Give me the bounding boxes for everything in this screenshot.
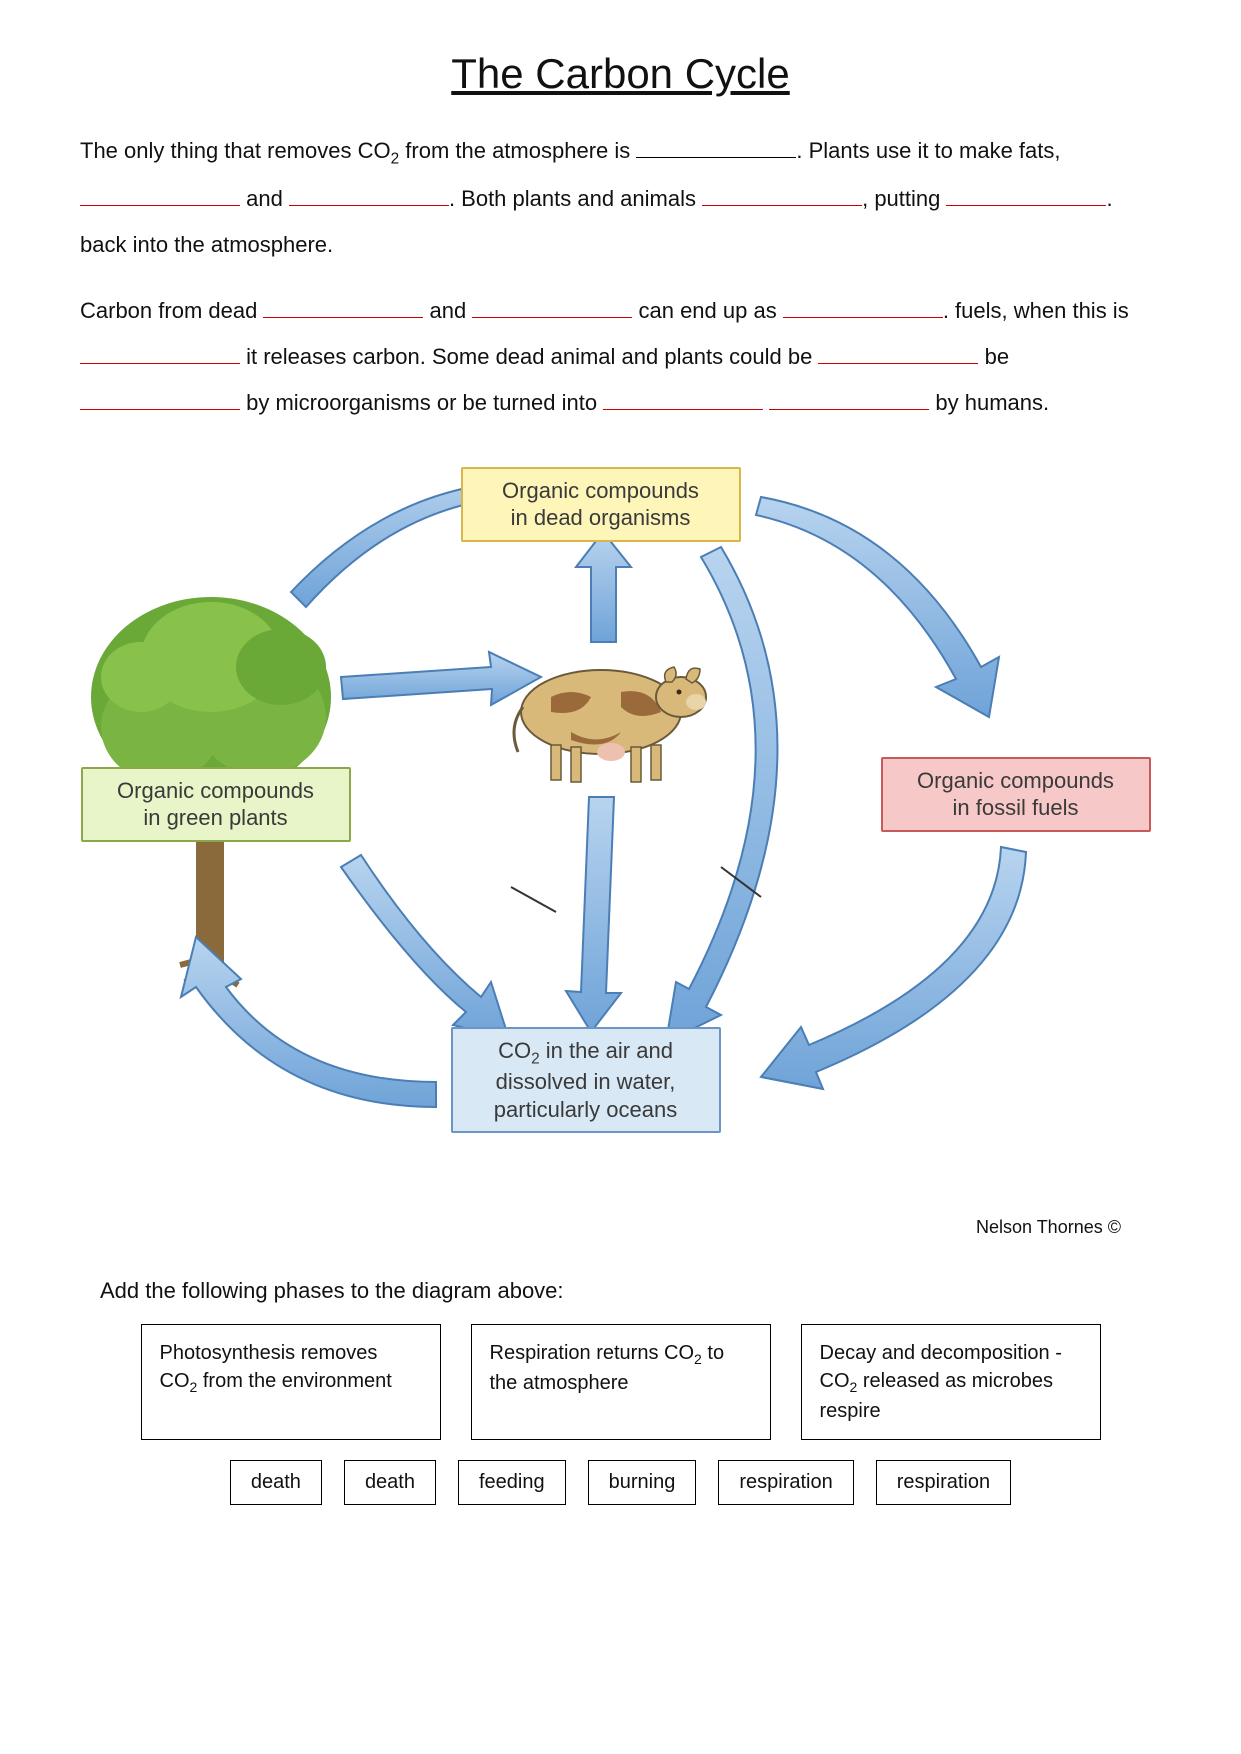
node-label: CO (498, 1038, 531, 1063)
phase-box-photosynthesis[interactable]: Photosynthesis removes CO2 from the envi… (141, 1324, 441, 1441)
phase-boxes-small-row: death death feeding burning respiration … (80, 1460, 1161, 1505)
phase-box-small[interactable]: death (344, 1460, 436, 1505)
blank-input[interactable] (472, 293, 632, 318)
blank-input[interactable] (636, 133, 796, 158)
text: Decay and decomposition - (820, 1342, 1062, 1364)
phase-box-decay[interactable]: Decay and decomposition - CO2 released a… (801, 1324, 1101, 1441)
text: Respiration returns CO (490, 1342, 695, 1364)
fill-blank-paragraph-2: Carbon from dead and can end up as . fue… (80, 288, 1161, 427)
blank-input[interactable] (702, 181, 862, 206)
text: be (978, 344, 1009, 369)
subscript: 2 (391, 150, 400, 167)
subscript: 2 (531, 1050, 540, 1067)
node-label: in dead organisms (511, 505, 691, 530)
text: and (240, 186, 289, 211)
carbon-cycle-diagram: Organic compounds in dead organisms Orga… (81, 467, 1161, 1207)
text: by microorganisms or be turned into (240, 390, 603, 415)
worksheet-page: The Carbon Cycle The only thing that rem… (0, 0, 1241, 1754)
blank-input[interactable] (289, 181, 449, 206)
phase-box-respiration[interactable]: Respiration returns CO2 to the atmospher… (471, 1324, 771, 1441)
node-fossil-fuels: Organic compounds in fossil fuels (881, 757, 1151, 832)
text: . fuels, when this is (943, 298, 1129, 323)
text: and (423, 298, 472, 323)
blank-input[interactable] (769, 385, 929, 410)
node-label: in the air and (540, 1038, 673, 1063)
node-label: in green plants (143, 805, 287, 830)
text: , putting (862, 186, 946, 211)
blank-input[interactable] (80, 339, 240, 364)
blank-input[interactable] (80, 181, 240, 206)
instruction-text: Add the following phases to the diagram … (100, 1278, 1161, 1304)
blank-input[interactable] (263, 293, 423, 318)
text: CO (160, 1370, 190, 1392)
phase-box-small[interactable]: death (230, 1460, 322, 1505)
text: released as microbes (857, 1370, 1053, 1392)
phase-boxes-large-row: Photosynthesis removes CO 2 from the envi… (80, 1324, 1161, 1441)
text: from the environment (197, 1370, 392, 1392)
node-dead-organisms: Organic compounds in dead organisms (461, 467, 741, 542)
node-label: dissolved in water, (496, 1069, 676, 1094)
text: Carbon from dead (80, 298, 263, 323)
text: The only thing that removes CO (80, 138, 391, 163)
node-label: Organic compounds (917, 768, 1114, 793)
text: to (702, 1342, 724, 1364)
copyright-credit: Nelson Thornes © (80, 1217, 1121, 1238)
phase-box-small[interactable]: feeding (458, 1460, 566, 1505)
blank-input[interactable] (818, 339, 978, 364)
blank-input[interactable] (783, 293, 943, 318)
text: can end up as (632, 298, 782, 323)
fill-blank-paragraph-1: The only thing that removes CO2 from the… (80, 128, 1161, 268)
blank-input[interactable] (946, 181, 1106, 206)
cow-icon (514, 667, 706, 782)
blank-input[interactable] (603, 385, 763, 410)
page-title: The Carbon Cycle (80, 50, 1161, 98)
subscript: 2 (694, 1351, 702, 1367)
text: by humans. (929, 390, 1049, 415)
text: the atmosphere (490, 1372, 629, 1394)
text: . Plants use it to make fats, (796, 138, 1060, 163)
node-label: Organic compounds (117, 778, 314, 803)
blank-input[interactable] (80, 385, 240, 410)
node-co2: CO2 in the air and dissolved in water, p… (451, 1027, 721, 1134)
phase-box-small[interactable]: respiration (876, 1460, 1011, 1505)
text: respire (820, 1400, 881, 1422)
node-label: Organic compounds (502, 478, 699, 503)
node-label: in fossil fuels (953, 795, 1079, 820)
text: CO (820, 1370, 850, 1392)
text: from the atmosphere is (399, 138, 636, 163)
phase-box-small[interactable]: respiration (718, 1460, 853, 1505)
text: Photosynthesis removes (160, 1342, 378, 1364)
text: . Both plants and animals (449, 186, 702, 211)
node-label: particularly oceans (494, 1097, 677, 1122)
phase-box-small[interactable]: burning (588, 1460, 697, 1505)
text: it releases carbon. Some dead animal and… (240, 344, 818, 369)
node-green-plants: Organic compounds in green plants (81, 767, 351, 842)
